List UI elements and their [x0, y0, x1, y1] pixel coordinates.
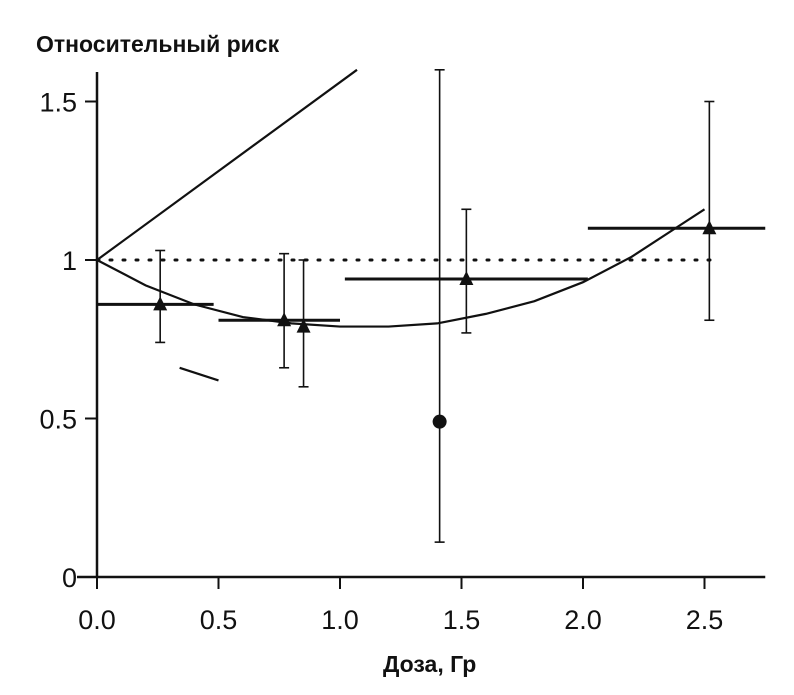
x-tick-label: 2.0 [564, 605, 602, 635]
x-axis-label: Доза, Гр [383, 651, 476, 677]
quadratic-fit-line [96, 208, 706, 328]
y-tick-label: 0 [62, 563, 77, 593]
triangle-point [296, 318, 311, 333]
circle-point [432, 414, 447, 429]
x-tick-label: 0.5 [200, 605, 238, 635]
y-tick-label: 0.5 [39, 405, 77, 435]
linear-fit-line [96, 68, 358, 261]
chart-title: Относительный риск [36, 31, 280, 57]
axes [77, 72, 766, 579]
x-tick-label: 2.5 [686, 605, 724, 635]
y-tick-label: 1.5 [39, 88, 77, 118]
triangle-point [153, 296, 168, 311]
triangle-point [702, 220, 717, 235]
x-tick-label: 1.5 [443, 605, 481, 635]
ticks: 0.0 0.5 1.0 1.5 2.0 2.5 0 0.5 1 1.5 [39, 88, 723, 636]
stray-segment [179, 366, 219, 382]
data-points [153, 220, 717, 429]
fit-lines [96, 68, 706, 382]
x-tick-label: 1.0 [321, 605, 359, 635]
triangle-point [459, 271, 474, 286]
x-tick-label: 0.0 [78, 605, 116, 635]
triangle-point [277, 312, 292, 327]
y-tick-label: 1 [62, 246, 77, 276]
